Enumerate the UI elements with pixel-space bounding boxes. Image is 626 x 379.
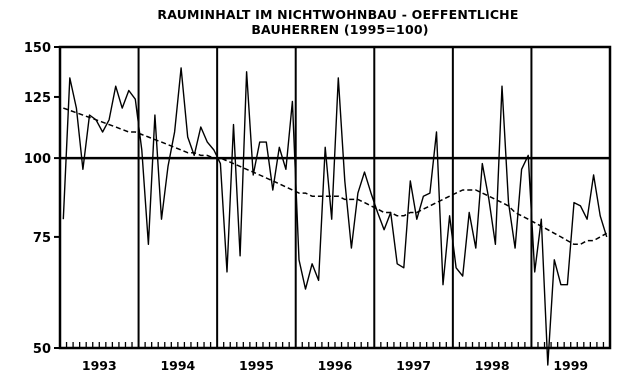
y-tick-label: 150 [24, 41, 51, 56]
series-lines [62, 67, 608, 366]
chart-title-line-2: BAUHERREN (1995=100) [251, 22, 428, 37]
monthly-series-line [62, 67, 608, 366]
x-year-label: 1994 [160, 358, 195, 373]
y-axis-ticks: 50 75 100 125 150 [24, 41, 60, 357]
x-year-label: 1996 [318, 358, 353, 373]
y-tick-label: 50 [33, 342, 51, 357]
trend-series-line [63, 107, 608, 246]
year-gridlines [137, 47, 533, 348]
y-tick-label: 125 [24, 91, 51, 106]
x-year-label: 1997 [396, 358, 431, 373]
x-axis-year-labels: 1993 1994 1995 1996 1997 1998 1999 [82, 358, 588, 373]
month-ticks [65, 342, 605, 348]
plot-frame [58, 45, 612, 350]
x-year-label: 1999 [553, 358, 588, 373]
x-year-label: 1993 [82, 358, 117, 373]
x-year-label: 1995 [239, 358, 274, 373]
x-year-label: 1998 [475, 358, 510, 373]
chart-title-line-1: RAUMINHALT IM NICHTWOHNBAU - OEFFENTLICH… [157, 7, 518, 22]
y-tick-label: 100 [24, 152, 51, 167]
y-tick-label: 75 [33, 231, 51, 246]
plot-border [58, 45, 612, 350]
